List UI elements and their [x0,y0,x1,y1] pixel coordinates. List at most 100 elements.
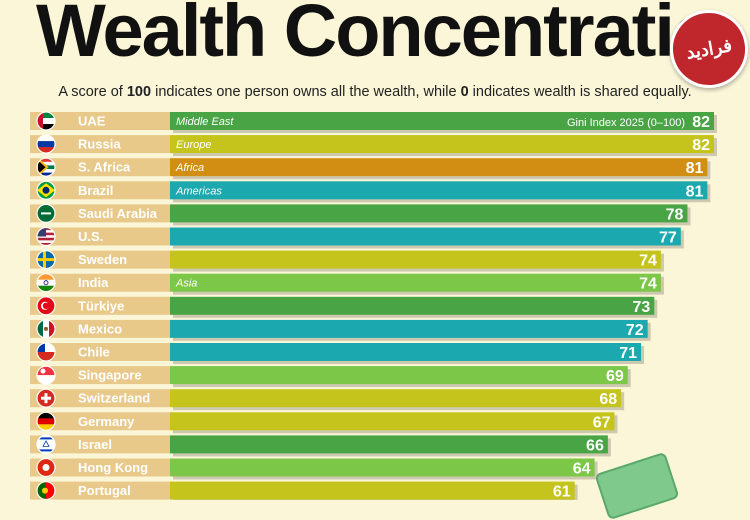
table-row: Türkiye 73 [30,296,658,318]
bar-chart: UAE Middle East 82 Russia Europe 82 S. Africa A… [30,111,717,500]
table-row: Germany 67 [30,411,618,434]
region-label: Africa [175,162,204,174]
country-label-bg [30,412,170,431]
data-label: 82 [692,114,710,131]
germany-flag [37,412,55,431]
country-name: Portugal [78,483,131,498]
table-row: Singapore 69 [30,365,631,388]
table-row: Portugal 61 [30,481,578,500]
country-label-bg [30,481,170,500]
brazil-flag [37,181,55,200]
table-row: S. Africa Africa 81 [30,157,711,180]
data-label: 66 [586,437,604,454]
value-header: Gini Index 2025 (0–100) [566,117,685,129]
bar [170,250,661,269]
country-name: Hong Kong [78,460,148,475]
country-label-bg [30,389,170,408]
country-name: India [78,275,109,290]
region-label: Europe [176,139,211,151]
country-label-bg [30,227,170,246]
country-name: Saudi Arabia [78,206,158,221]
country-name: Russia [78,137,121,152]
bar [170,366,628,385]
country-label-bg [30,296,170,315]
country-name: Mexico [78,321,122,336]
country-label-bg [30,112,170,130]
subtitle-part: 0 [460,84,469,100]
bar [170,227,681,246]
bar [170,135,714,154]
table-row: Israel 66 [30,434,611,457]
table-row: Saudi Arabia 78 [30,203,691,226]
bar [170,204,688,223]
table-row: Switzerland 68 [30,388,625,411]
south-africa-flag [37,158,55,177]
singapore-flag [37,366,55,385]
country-name: Türkiye [78,298,124,313]
country-name: Chile [78,345,110,360]
india-flag [37,273,55,292]
country-label-bg [30,366,170,385]
data-label: 61 [553,484,571,500]
country-label-bg [30,458,170,477]
country-label-bg [30,343,170,361]
saudi-arabia-flag [37,204,55,223]
sweden-flag [37,250,55,269]
data-label: 74 [639,276,657,293]
russia-flag [37,135,55,154]
data-label: 72 [626,322,644,339]
bar [170,481,575,500]
bar [170,181,708,200]
country-label-bg [30,158,170,177]
country-name: Sweden [78,252,127,267]
table-row: Hong Kong 64 [30,457,598,480]
subtitle-part: 100 [126,84,152,100]
country-name: S. Africa [78,160,131,175]
region-label: Americas [175,185,222,197]
subtitle-part: A score of [58,84,127,100]
bar [170,296,655,315]
data-label: 68 [599,391,617,408]
table-row: Mexico 72 [30,319,651,341]
country-label-bg [30,319,170,338]
table-row: Brazil Americas 81 [30,180,711,203]
country-label-bg [30,273,170,292]
bar [170,158,708,177]
data-label: 71 [619,345,637,362]
turkiye-flag [37,296,55,315]
country-name: Israel [78,437,112,452]
country-label-bg [30,135,170,154]
data-label: 74 [639,253,657,270]
hong-kong-flag [37,458,55,477]
table-row: U.S. 77 [30,226,684,249]
bar [170,435,608,454]
data-label: 77 [659,230,677,247]
bar [170,343,642,361]
israel-flag [37,435,55,454]
bar [170,389,622,408]
country-name: UAE [78,114,106,129]
data-label: 82 [692,137,710,154]
table-row: UAE Middle East 82 [30,111,717,133]
data-label: 69 [606,368,624,385]
country-label-bg [30,250,170,269]
data-label: 67 [593,414,611,431]
bar [170,458,595,477]
country-name: Brazil [78,183,113,198]
chile-flag [37,343,55,361]
table-row: Sweden 74 [30,250,664,272]
table-row: Russia Europe 82 [30,134,717,157]
bar [170,273,661,292]
data-label: 73 [632,299,650,316]
uae-flag [37,112,55,130]
bar [170,319,648,338]
country-name: U.S. [78,229,103,244]
bar [170,112,714,130]
subtitle-part: indicates one person owns all the wealth… [151,84,461,100]
region-label: Asia [175,278,197,290]
data-label: 81 [686,160,704,177]
country-label-bg [30,181,170,200]
country-label-bg [30,435,170,454]
subtitle-part: indicates wealth is shared equally. [468,84,692,100]
country-label-bg [30,204,170,223]
